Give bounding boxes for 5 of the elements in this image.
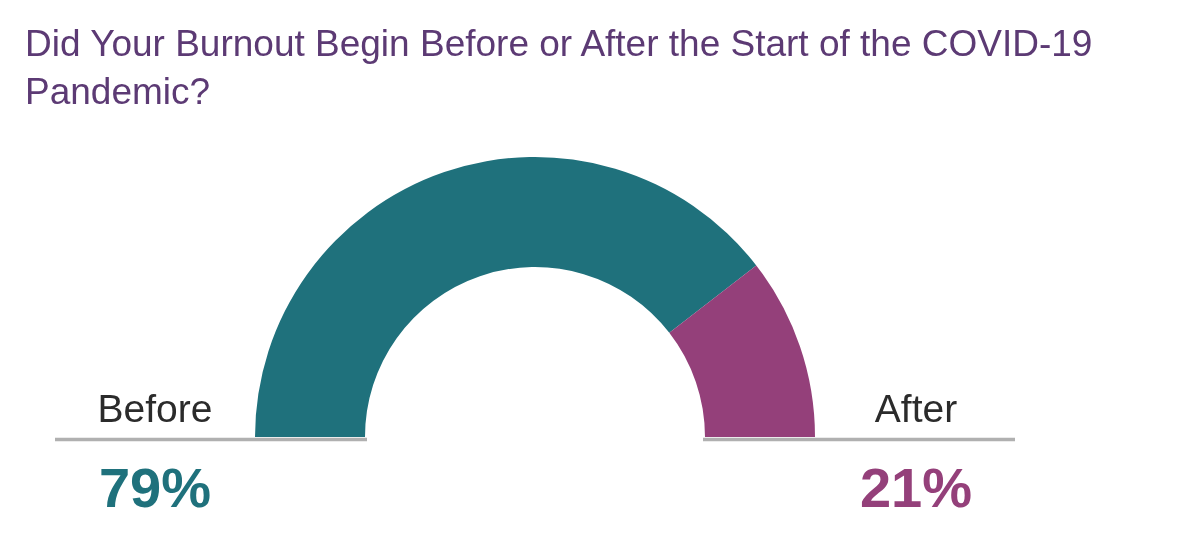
chart-title: Did Your Burnout Begin Before or After the Start of the COVID-19 Pandemic? [25, 23, 1093, 112]
data-label: 21% [859, 456, 973, 519]
slice-label: After [874, 387, 958, 430]
slice-label: Before [97, 387, 213, 430]
data-label: 79% [98, 456, 212, 519]
